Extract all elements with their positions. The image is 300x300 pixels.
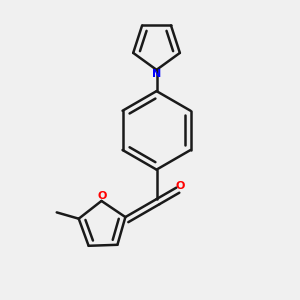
- Text: O: O: [176, 181, 185, 191]
- Text: O: O: [98, 191, 107, 201]
- Text: N: N: [152, 69, 161, 80]
